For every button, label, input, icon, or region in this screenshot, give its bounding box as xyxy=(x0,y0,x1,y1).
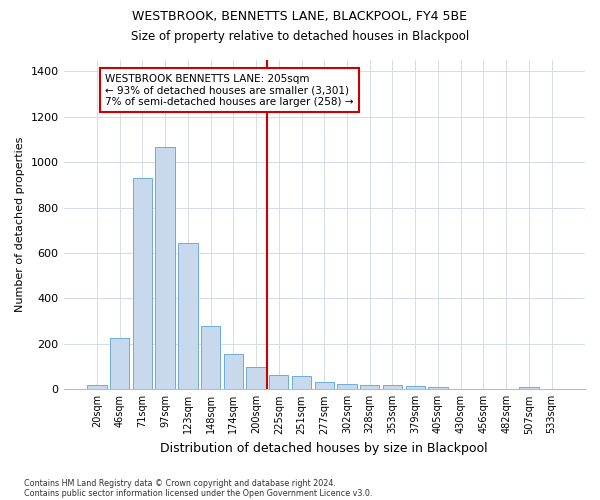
Bar xyxy=(201,326,220,390)
Bar xyxy=(383,385,402,390)
Bar xyxy=(360,385,379,390)
Bar xyxy=(428,387,448,390)
Bar xyxy=(406,386,425,390)
Bar xyxy=(155,148,175,390)
Text: Contains HM Land Registry data © Crown copyright and database right 2024.: Contains HM Land Registry data © Crown c… xyxy=(24,478,336,488)
Text: Contains public sector information licensed under the Open Government Licence v3: Contains public sector information licen… xyxy=(24,488,373,498)
Y-axis label: Number of detached properties: Number of detached properties xyxy=(15,137,25,312)
Bar xyxy=(87,385,107,390)
Bar xyxy=(519,386,539,390)
Bar xyxy=(314,382,334,390)
Bar xyxy=(178,243,197,390)
Text: Size of property relative to detached houses in Blackpool: Size of property relative to detached ho… xyxy=(131,30,469,43)
Text: WESTBROOK BENNETTS LANE: 205sqm
← 93% of detached houses are smaller (3,301)
7% : WESTBROOK BENNETTS LANE: 205sqm ← 93% of… xyxy=(105,74,353,107)
Bar xyxy=(269,374,289,390)
Text: WESTBROOK, BENNETTS LANE, BLACKPOOL, FY4 5BE: WESTBROOK, BENNETTS LANE, BLACKPOOL, FY4… xyxy=(133,10,467,23)
Bar xyxy=(224,354,243,390)
Bar xyxy=(337,384,356,390)
X-axis label: Distribution of detached houses by size in Blackpool: Distribution of detached houses by size … xyxy=(160,442,488,455)
Bar xyxy=(292,376,311,390)
Bar xyxy=(110,338,130,390)
Bar xyxy=(133,178,152,390)
Bar xyxy=(247,366,266,390)
